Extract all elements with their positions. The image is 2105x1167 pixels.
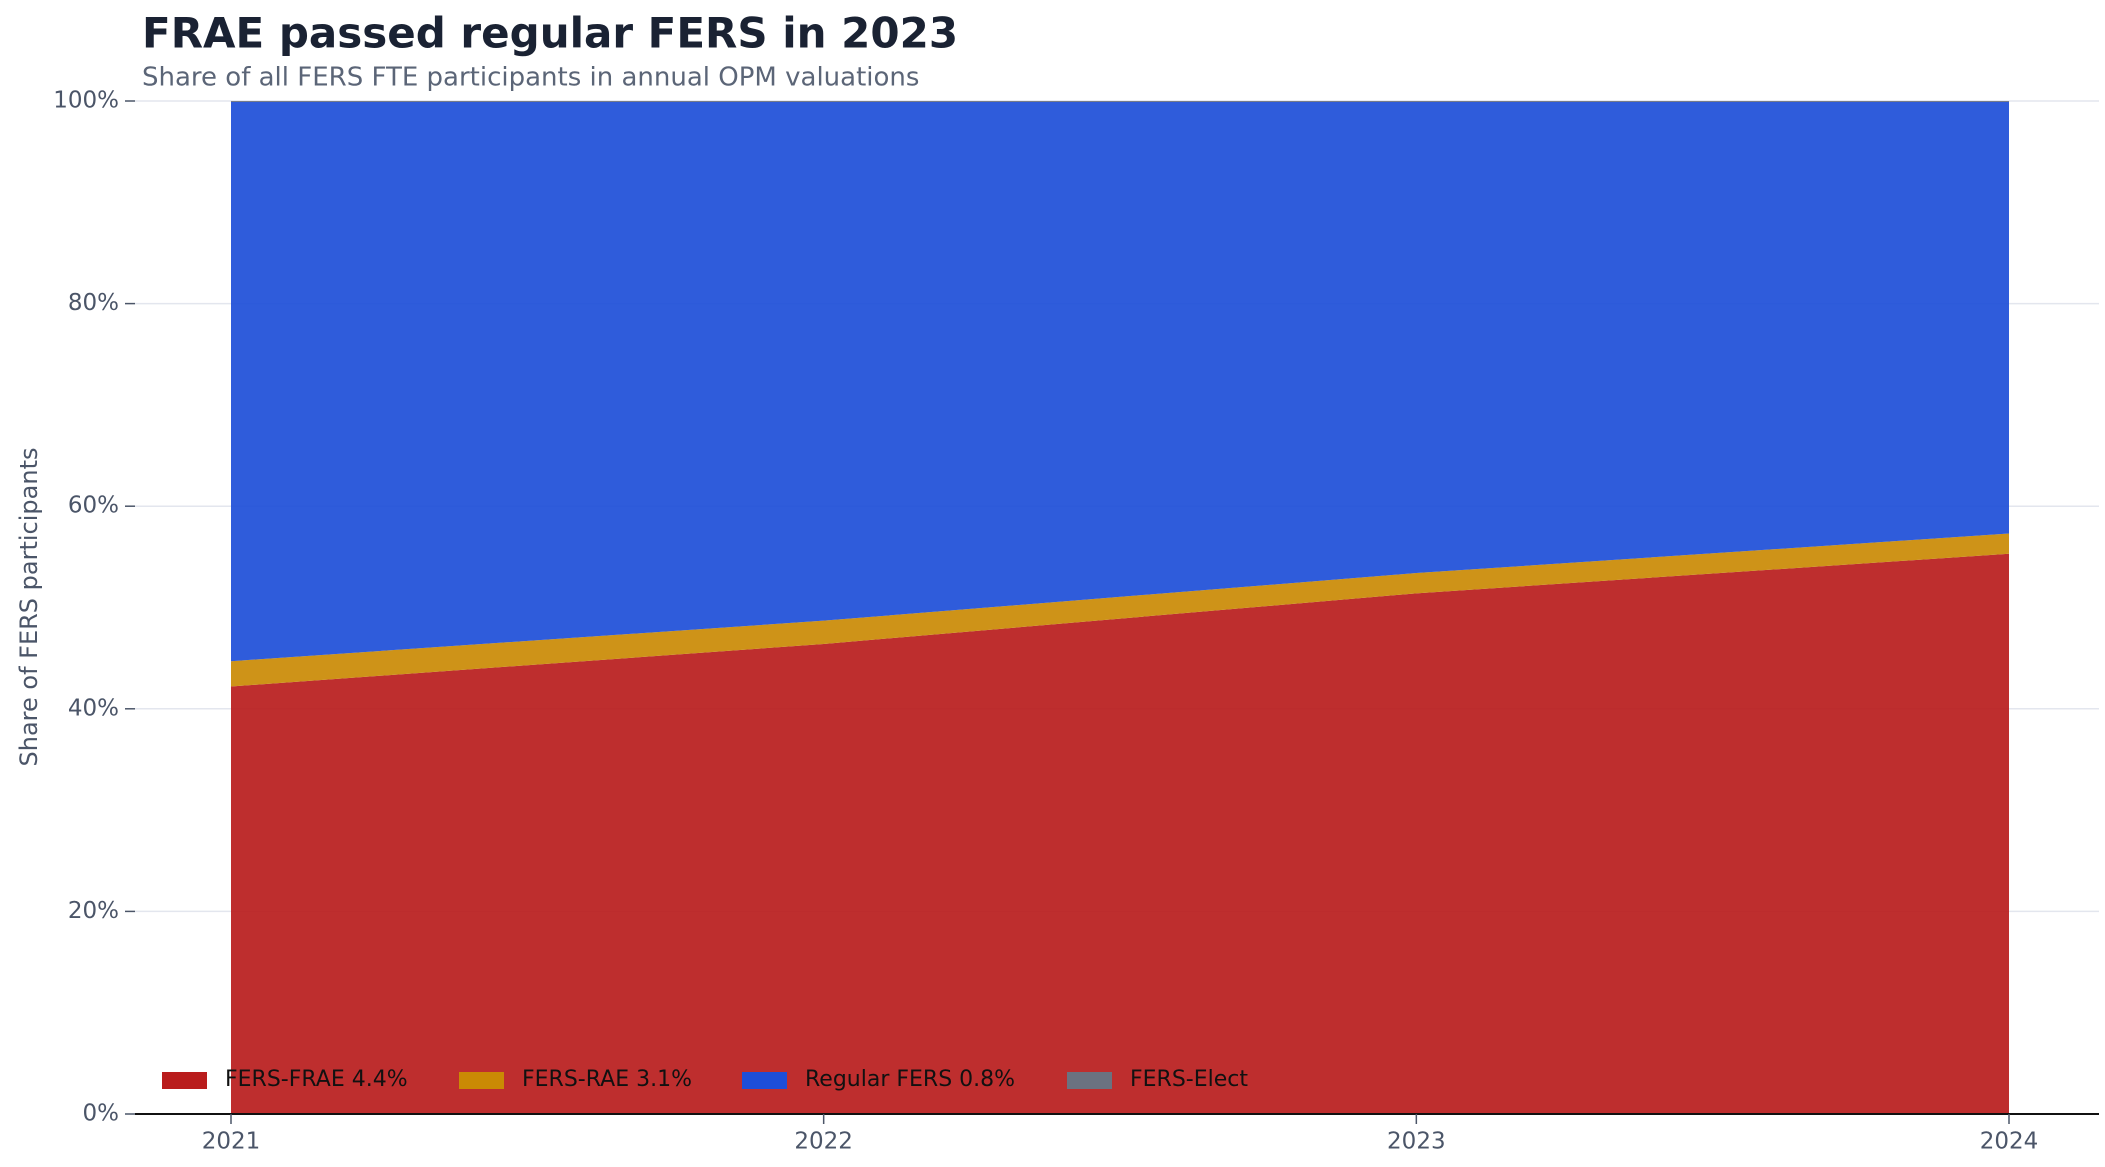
area xyxy=(231,553,2009,1114)
chart-subtitle: Share of all FERS FTE participants in an… xyxy=(142,63,919,93)
x-tick-label: 2024 xyxy=(1980,1129,2039,1155)
area xyxy=(231,102,2009,662)
x-tick-label: 2021 xyxy=(202,1129,261,1155)
legend-swatch xyxy=(162,1072,207,1089)
chart-title: FRAE passed regular FERS in 2023 xyxy=(142,9,958,58)
legend-swatch xyxy=(459,1072,504,1089)
y-tick-label: 60% xyxy=(68,493,119,519)
y-tick-label: 40% xyxy=(68,695,119,721)
y-tick-label: 20% xyxy=(68,898,119,924)
legend-label: FERS-RAE 3.1% xyxy=(522,1067,692,1092)
x-tick-label: 2022 xyxy=(794,1129,853,1155)
y-axis-label: Share of FERS participants xyxy=(15,448,43,767)
legend-label: FERS-FRAE 4.4% xyxy=(225,1067,408,1092)
x-tick-label: 2023 xyxy=(1387,1129,1446,1155)
legend-label: Regular FERS 0.8% xyxy=(805,1067,1015,1092)
legend-swatch xyxy=(742,1072,787,1089)
y-tick-label: 0% xyxy=(83,1101,120,1127)
legend-swatch xyxy=(1067,1072,1112,1089)
area xyxy=(231,101,2009,103)
y-tick-label: 80% xyxy=(68,290,119,316)
area xyxy=(231,533,2009,687)
legend-label: FERS-Elect xyxy=(1130,1067,1248,1092)
y-tick-label: 100% xyxy=(53,88,119,114)
